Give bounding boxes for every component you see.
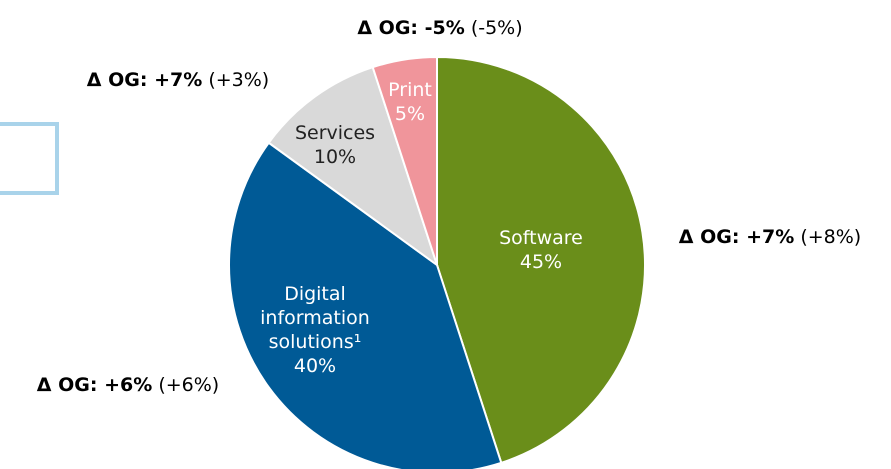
pie-slice <box>436 55 646 465</box>
value-label: 10% <box>313 146 357 168</box>
category-name: Software <box>499 227 583 249</box>
slice-label: Digital information solutions¹ 40% <box>240 282 390 378</box>
annotation-text: Δ OG: -5% <box>357 17 465 39</box>
value-label: 45% <box>519 251 563 273</box>
category-name: Digital information solutions¹ <box>260 283 370 353</box>
slice-label: Software 45% <box>499 226 583 274</box>
bracket <box>0 122 59 195</box>
annotation-note: (+3%) <box>208 69 270 91</box>
value-label: 5% <box>394 103 426 125</box>
annotation-text: Δ OG: +6% <box>36 374 153 396</box>
pie-slice <box>267 65 439 268</box>
annotation-note: (-5%) <box>470 17 523 39</box>
slice-label: Services 10% <box>295 121 375 169</box>
category-name: Print <box>388 79 432 101</box>
annotation-text: Δ OG: +7% <box>86 69 203 91</box>
pie-slice <box>227 141 503 469</box>
slice-label: Print 5% <box>388 78 432 126</box>
annotation-note: (+6%) <box>158 374 220 396</box>
annotation: Δ OG: -5% (-5%) <box>357 17 522 39</box>
annotation-note: (+8%) <box>800 226 862 248</box>
pie-slice <box>371 55 438 266</box>
annotation: Δ OG: +7% (+3%) <box>87 69 269 91</box>
category-name: Services <box>294 122 376 144</box>
annotation: Δ OG: +6% (+6%) <box>37 374 219 396</box>
annotation: Δ OG: +7% (+8%) <box>679 226 861 248</box>
value-label: 40% <box>293 355 337 377</box>
annotation-text: Δ OG: +7% <box>678 226 795 248</box>
